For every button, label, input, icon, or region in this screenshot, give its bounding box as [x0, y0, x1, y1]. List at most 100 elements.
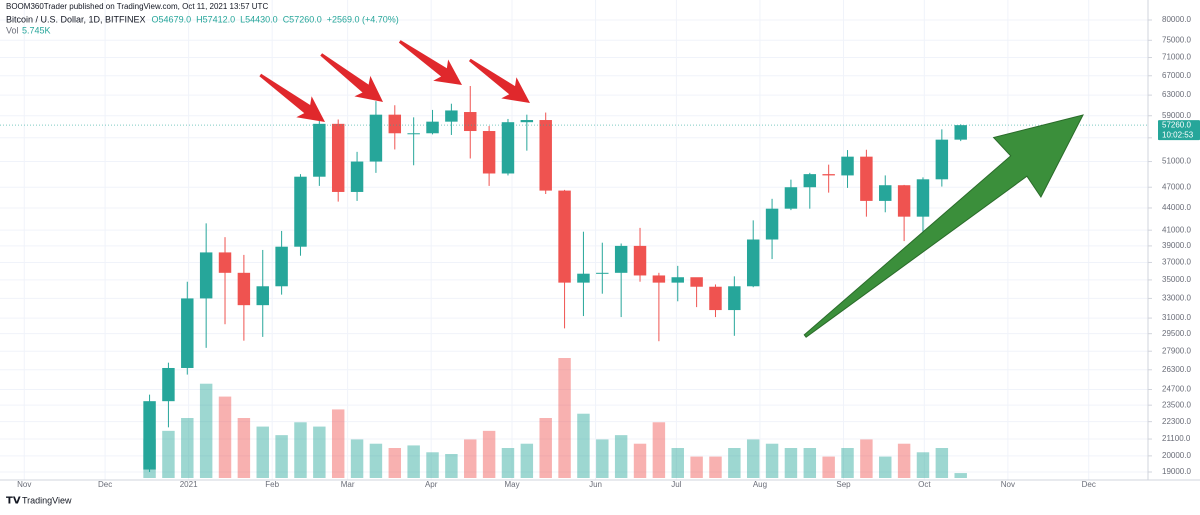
y-tick-label: 80000.0	[1162, 15, 1191, 24]
candle-body	[369, 114, 383, 162]
volume-bar	[520, 443, 534, 478]
candle-body	[539, 120, 552, 191]
candle-body	[162, 367, 175, 402]
logo: 𝗧𝗩 TradingView	[6, 495, 72, 506]
candle-body	[464, 112, 477, 132]
candle-body	[935, 139, 949, 180]
volume-bar	[501, 448, 515, 478]
y-tick-label: 67000.0	[1162, 71, 1191, 80]
volume-bar	[181, 418, 194, 478]
volume-bar	[256, 426, 269, 478]
x-tick-label: Dec	[98, 480, 112, 489]
candle-body	[445, 110, 458, 122]
legend: Bitcoin / U.S. Dollar, 1D, BITFINEX O546…	[6, 14, 399, 24]
y-tick-label: 47000.0	[1162, 182, 1191, 191]
candle-body	[803, 174, 817, 188]
volume-bar	[237, 418, 251, 478]
y-tick-label: 20000.0	[1162, 451, 1191, 460]
volume-bar	[671, 448, 684, 478]
y-tick-label: 33000.0	[1162, 294, 1191, 303]
y-tick-label: 35000.0	[1162, 275, 1191, 284]
candle-body	[633, 245, 647, 276]
y-tick-label: 27900.0	[1162, 346, 1191, 355]
volume-bar	[746, 439, 760, 478]
volume-bar	[313, 426, 326, 478]
volume-bar	[445, 454, 458, 478]
candle-body	[426, 121, 439, 134]
candle-body	[841, 156, 854, 176]
volume-bar	[709, 456, 722, 478]
volume-bar	[614, 435, 628, 478]
y-tick-label: 29500.0	[1162, 329, 1191, 338]
x-tick-label: Nov	[17, 480, 31, 489]
candle-body	[728, 286, 741, 311]
candle-body	[143, 401, 156, 470]
candle-body	[218, 252, 232, 273]
candle-body	[897, 185, 911, 217]
volume-bar	[897, 443, 911, 478]
candle-body	[558, 190, 571, 283]
ohlc-value: C57260.0	[283, 14, 322, 24]
grid	[0, 0, 1148, 480]
y-tick-label: 23500.0	[1162, 400, 1191, 409]
y-tick-label: 21100.0	[1162, 434, 1191, 443]
candle-body	[501, 122, 515, 174]
candle-body	[577, 273, 590, 283]
volume-bar	[860, 439, 873, 478]
candle-body	[482, 131, 496, 174]
volume-bar	[633, 443, 647, 478]
volume-bar	[803, 448, 817, 478]
y-tick-label: 59000.0	[1162, 111, 1191, 120]
green-arrow	[803, 114, 1084, 338]
ohlc-value: L54430.0	[240, 14, 278, 24]
y-tick-label: 75000.0	[1162, 35, 1191, 44]
volume-bar	[596, 439, 609, 478]
x-tick-label: Jul	[671, 480, 681, 489]
last-price-label: 57260.0	[1162, 120, 1191, 129]
y-tick-label: 39000.0	[1162, 241, 1191, 250]
volume-bar	[407, 445, 420, 478]
candle-body	[784, 187, 798, 209]
symbol: Bitcoin / U.S. Dollar, 1D, BITFINEX	[6, 14, 146, 24]
axes: 19000.0 20000.0 21100.0 22300.0 23500.0 24700…	[0, 15, 1200, 489]
volume-bar	[218, 396, 232, 478]
volume-bar	[482, 430, 496, 478]
volume-bar	[841, 448, 854, 478]
volume-bar	[539, 418, 552, 478]
x-tick-label: Aug	[753, 480, 767, 489]
candle-body	[954, 125, 967, 140]
candle-body	[671, 277, 684, 283]
volume-bar	[464, 439, 477, 478]
arrow	[398, 40, 462, 85]
volume-bar	[577, 413, 590, 478]
y-tick-label: 37000.0	[1162, 258, 1191, 267]
volume-bar	[652, 422, 666, 478]
arrow	[468, 58, 530, 103]
volume-bar	[765, 443, 779, 478]
y-tick-label: 44000.0	[1162, 203, 1191, 212]
candle-body	[652, 275, 666, 283]
candle-body	[822, 174, 835, 176]
y-tick-label: 31000.0	[1162, 313, 1191, 322]
candle-body	[614, 245, 628, 273]
candle-body	[350, 161, 364, 192]
volume-layer	[143, 358, 967, 478]
ohlc-value: O54679.0	[152, 14, 192, 24]
y-tick-label: 24700.0	[1162, 385, 1191, 394]
volume-legend-name: Vol	[6, 25, 19, 35]
arrow	[259, 73, 325, 122]
x-tick-label: 2021	[180, 480, 198, 489]
candle-body	[181, 298, 194, 368]
logo-icon: 𝗧𝗩	[6, 496, 21, 507]
candle-layer	[143, 86, 967, 472]
candle-body	[237, 272, 251, 306]
y-tick-label: 19000.0	[1162, 467, 1191, 476]
y-tick-label: 71000.0	[1162, 53, 1191, 62]
y-tick-label: 41000.0	[1162, 225, 1191, 234]
volume-bar	[350, 439, 364, 478]
volume-bar	[162, 430, 175, 478]
volume-bar	[294, 422, 307, 478]
x-tick-label: Jun	[589, 480, 602, 489]
candle-body	[294, 176, 307, 247]
